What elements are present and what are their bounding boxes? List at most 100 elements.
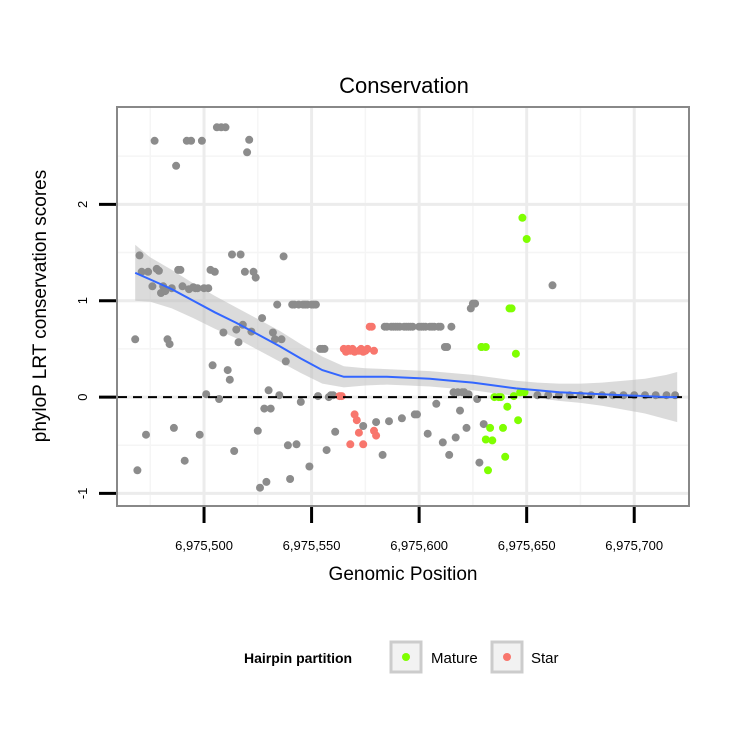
point-mature [522,235,531,243]
point-other [178,282,187,291]
legend-dot-mature [402,653,410,661]
point-mature [518,213,527,222]
legend-label-mature: Mature [431,650,478,667]
point-other [223,366,232,375]
x-tick-label: 6,975,650 [498,538,556,553]
point-star [359,440,368,449]
point-other [283,441,292,450]
point-other [273,300,282,309]
point-other [378,450,387,459]
point-mature [507,304,516,313]
point-other [154,266,163,275]
point-other [277,335,286,344]
point-other [322,446,331,455]
point-other [292,440,301,449]
chart-title: Conservation [339,73,469,98]
point-other [271,335,279,344]
point-other [258,314,267,323]
point-other [148,282,157,291]
point-other [210,267,219,276]
point-other [193,284,202,293]
point-other [286,475,295,483]
point-other [311,300,320,309]
point-mature [481,343,490,351]
point-other [135,251,144,260]
y-tick-label: 0 [75,393,90,400]
point-star [354,428,363,437]
point-mature [481,435,490,444]
point-other [169,423,178,432]
point-other [451,433,460,442]
x-axis-label: Genomic Position [329,564,478,585]
legend-label-star: Star [531,650,559,667]
point-mature [484,466,492,475]
point-mature [511,349,520,358]
point-mature [486,423,495,432]
point-other [232,325,241,334]
point-other [268,328,277,337]
point-other [443,343,452,351]
point-star [363,344,372,353]
point-other [445,450,454,459]
legend-title: Hairpin partition [244,650,352,666]
point-other [462,423,471,432]
point-other [144,267,153,276]
smooth-line-layer [134,271,678,399]
point-other [359,422,368,430]
point-mature [488,436,497,445]
point-other [275,391,284,400]
point-other [548,281,557,290]
point-other [372,418,381,427]
point-other [266,404,275,413]
point-other [150,136,159,145]
point-star [367,322,376,331]
confidence-ribbon [135,244,678,423]
x-tick-label: 6,975,500 [175,538,233,553]
y-tick-label: 1 [75,297,90,304]
point-other [240,267,249,276]
point-other [436,322,445,331]
point-other [331,427,340,436]
point-other [471,299,480,308]
point-other [195,430,204,439]
point-other [385,417,393,426]
point-other [397,414,406,423]
point-mature [514,416,523,425]
point-other [438,438,447,447]
y-axis-label: phyloP LRT conservation scores [30,170,51,443]
point-other [208,361,217,370]
x-tick-label: 6,975,700 [605,538,663,553]
point-other [230,447,239,455]
point-star [370,346,378,355]
x-tick-label: 6,975,550 [283,538,341,553]
point-other [456,406,464,415]
point-other [215,395,224,403]
point-other [236,250,245,259]
point-other [204,284,213,293]
point-mature [501,452,510,461]
point-star [346,440,355,449]
point-mature [503,402,512,411]
point-other [187,136,196,145]
points-layer [131,123,680,492]
x-tick-label: 6,975,600 [390,538,448,553]
confidence-ribbon-layer [135,244,678,423]
point-other [423,429,432,438]
point-other [133,466,142,475]
point-other [408,322,417,331]
point-other [256,483,264,492]
point-other [447,322,456,331]
point-other [131,335,140,344]
legend-dot-star [503,653,511,661]
point-other [176,265,185,274]
point-other [225,375,234,384]
point-other [281,357,290,366]
point-other [228,250,236,259]
point-other [296,397,305,406]
point-other [262,477,271,486]
point-other [234,338,243,347]
point-other [264,386,273,395]
point-other [475,458,484,467]
point-other [219,328,228,337]
